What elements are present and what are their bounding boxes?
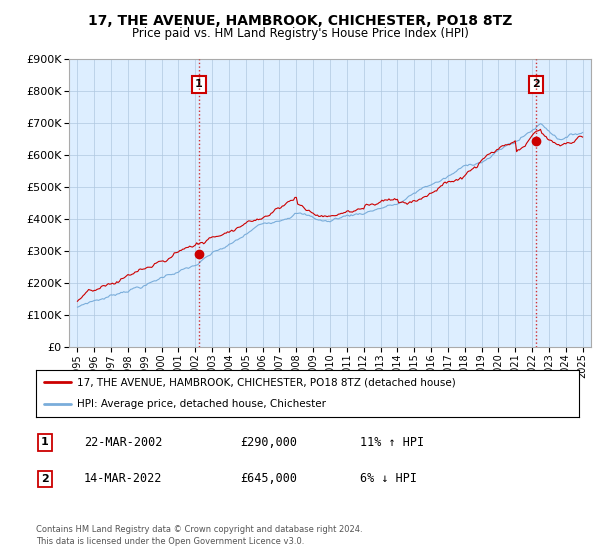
Text: 11% ↑ HPI: 11% ↑ HPI bbox=[360, 436, 424, 449]
Text: 14-MAR-2022: 14-MAR-2022 bbox=[84, 472, 163, 486]
Text: £645,000: £645,000 bbox=[240, 472, 297, 486]
Text: 17, THE AVENUE, HAMBROOK, CHICHESTER, PO18 8TZ (detached house): 17, THE AVENUE, HAMBROOK, CHICHESTER, PO… bbox=[77, 377, 455, 388]
Text: 22-MAR-2002: 22-MAR-2002 bbox=[84, 436, 163, 449]
Text: 2: 2 bbox=[41, 474, 49, 484]
Text: 1: 1 bbox=[195, 80, 203, 90]
Text: 2: 2 bbox=[532, 80, 539, 90]
Text: Contains HM Land Registry data © Crown copyright and database right 2024.
This d: Contains HM Land Registry data © Crown c… bbox=[36, 525, 362, 546]
Text: 17, THE AVENUE, HAMBROOK, CHICHESTER, PO18 8TZ: 17, THE AVENUE, HAMBROOK, CHICHESTER, PO… bbox=[88, 14, 512, 28]
Text: HPI: Average price, detached house, Chichester: HPI: Average price, detached house, Chic… bbox=[77, 399, 326, 409]
Text: Price paid vs. HM Land Registry's House Price Index (HPI): Price paid vs. HM Land Registry's House … bbox=[131, 27, 469, 40]
Text: 6% ↓ HPI: 6% ↓ HPI bbox=[360, 472, 417, 486]
Text: 1: 1 bbox=[41, 437, 49, 447]
Text: £290,000: £290,000 bbox=[240, 436, 297, 449]
